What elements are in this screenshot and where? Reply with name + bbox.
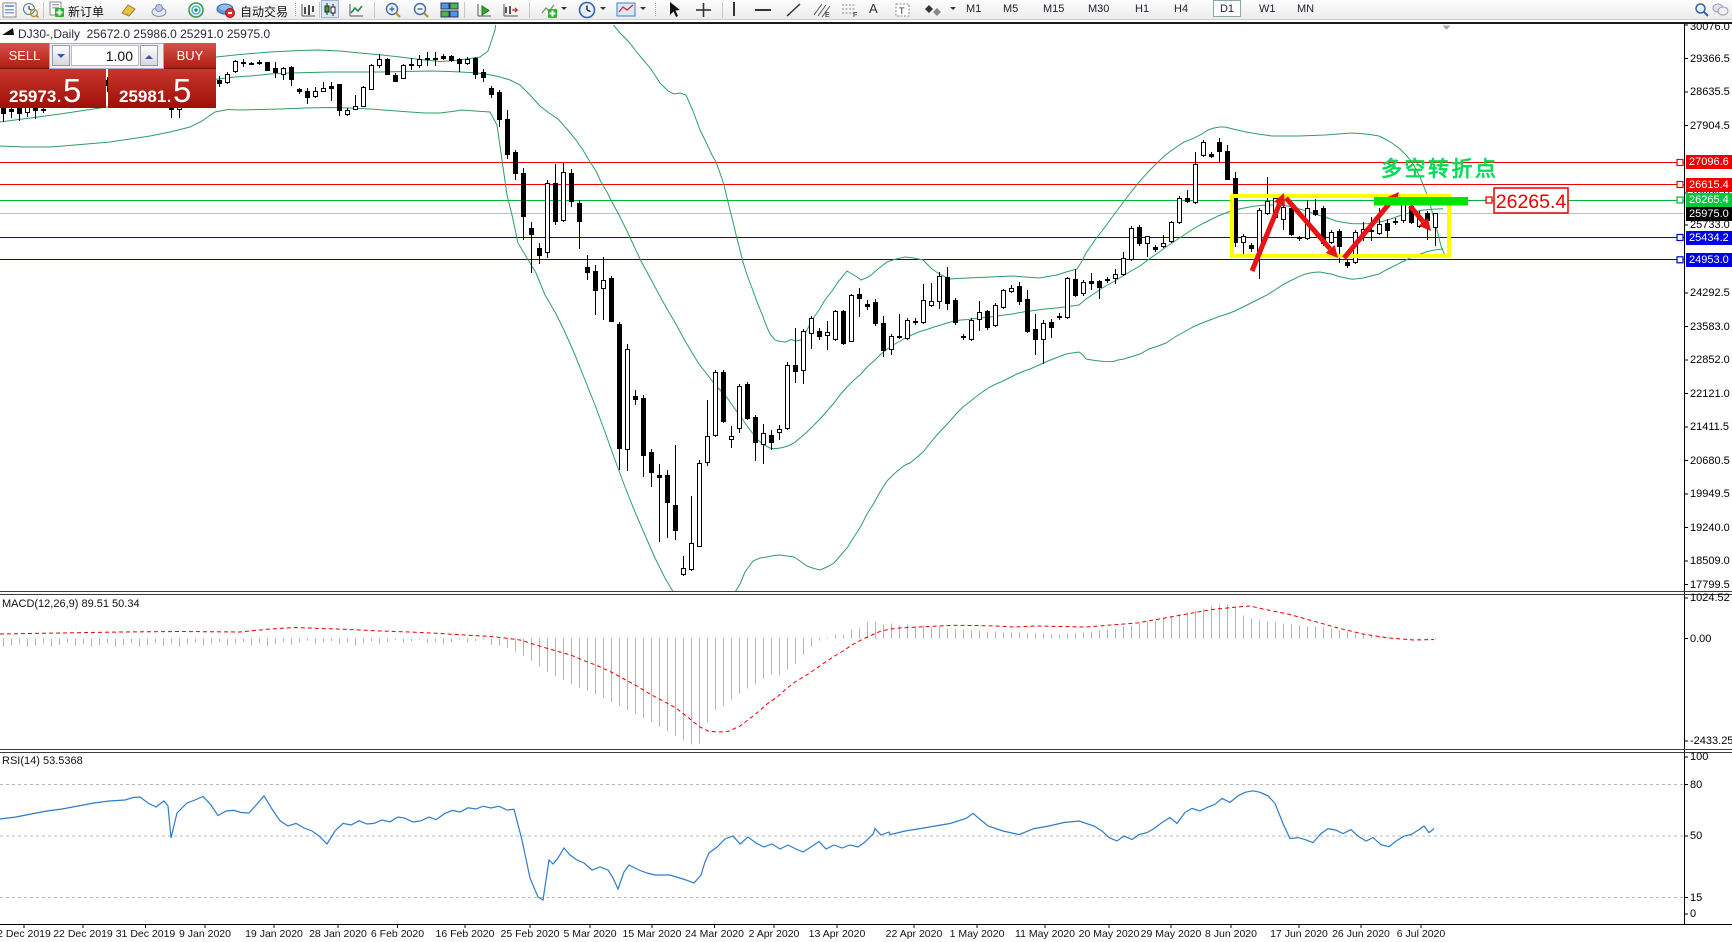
svg-text:26265.4: 26265.4: [1496, 191, 1567, 213]
svg-text:F: F: [853, 12, 857, 18]
svg-text:T: T: [899, 6, 905, 16]
svg-text:E: E: [825, 12, 830, 18]
